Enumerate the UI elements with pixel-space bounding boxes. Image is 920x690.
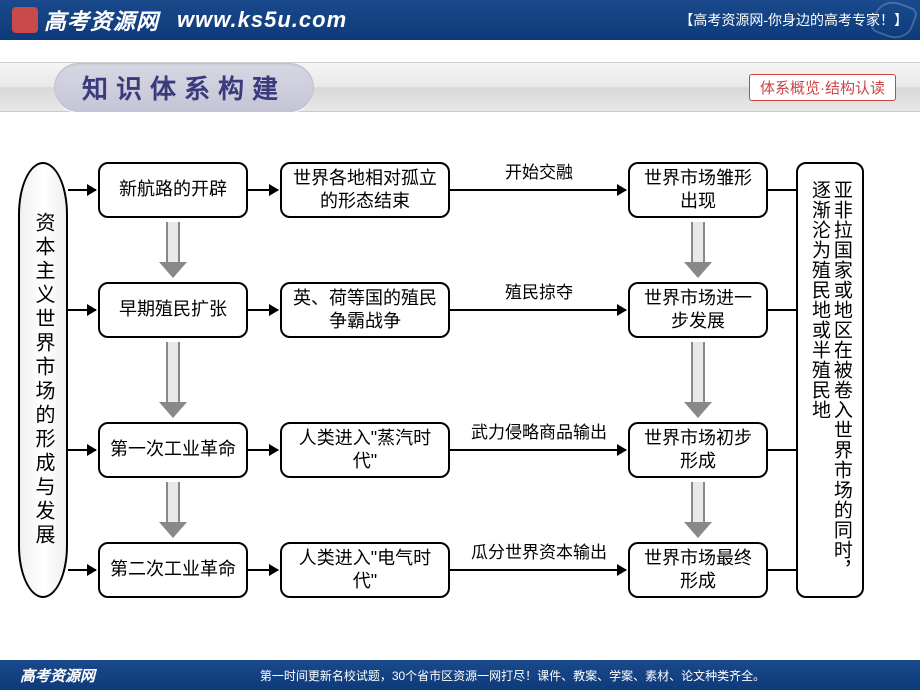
- line-c-right-3: [768, 569, 796, 571]
- site-url: www.ks5u.com: [177, 7, 347, 33]
- section-badge: 体系概览·结构认读: [749, 74, 896, 101]
- arrow-a-b-0: [248, 189, 278, 191]
- v-arrow-c-1: [688, 342, 708, 418]
- v-arrow-a-2: [163, 482, 183, 538]
- header: 高考资源网 www.ks5u.com 【高考资源网-你身边的高考专家！】: [0, 0, 920, 40]
- header-decoration: [869, 0, 919, 44]
- footer-text: 第一时间更新名校试题，30个省市区资源一网打尽！课件、教案、学案、素材、论文种类…: [125, 667, 900, 684]
- arrow-b-c-2: [450, 449, 626, 451]
- node-c-1: 世界市场进一步发展: [628, 282, 768, 338]
- flowchart: 资本主义世界市场的形成与发展 亚非拉国家或地区在被卷入世界市场的同时，逐渐沦为殖民…: [18, 142, 902, 632]
- arrow-b-c-3: [450, 569, 626, 571]
- node-a-2: 第一次工业革命: [98, 422, 248, 478]
- node-c-0: 世界市场雏形出现: [628, 162, 768, 218]
- section-title: 知识体系构建: [54, 63, 314, 112]
- node-a-0: 新航路的开辟: [98, 162, 248, 218]
- right-panel: 亚非拉国家或地区在被卷入世界市场的同时，逐渐沦为殖民地或半殖民地: [796, 162, 864, 598]
- node-a-3: 第二次工业革命: [98, 542, 248, 598]
- arrow-root-a-1: [68, 309, 96, 311]
- arrow-a-b-2: [248, 449, 278, 451]
- node-a-1: 早期殖民扩张: [98, 282, 248, 338]
- footer: 高考资源网 第一时间更新名校试题，30个省市区资源一网打尽！课件、教案、学案、素…: [0, 660, 920, 690]
- edge-label-0: 开始交融: [450, 158, 628, 183]
- logo-text: 高考资源网: [44, 4, 159, 36]
- footer-logo: 高考资源网: [20, 665, 95, 686]
- node-b-0: 世界各地相对孤立的形态结束: [280, 162, 450, 218]
- line-c-right-1: [768, 309, 796, 311]
- edge-label-2: 武力侵略商品输出: [450, 418, 628, 443]
- arrow-root-a-2: [68, 449, 96, 451]
- logo-icon: [12, 7, 38, 33]
- arrow-b-c-1: [450, 309, 626, 311]
- arrow-a-b-1: [248, 309, 278, 311]
- node-b-2: 人类进入"蒸汽时代": [280, 422, 450, 478]
- section-title-bar: 知识体系构建 体系概览·结构认读: [0, 62, 920, 112]
- node-c-2: 世界市场初步形成: [628, 422, 768, 478]
- line-c-right-0: [768, 189, 796, 191]
- root-node: 资本主义世界市场的形成与发展: [18, 162, 68, 598]
- arrow-a-b-3: [248, 569, 278, 571]
- v-arrow-a-0: [163, 222, 183, 278]
- node-c-3: 世界市场最终形成: [628, 542, 768, 598]
- line-c-right-2: [768, 449, 796, 451]
- edge-label-1: 殖民掠夺: [450, 278, 628, 303]
- node-b-3: 人类进入"电气时代": [280, 542, 450, 598]
- v-arrow-c-2: [688, 482, 708, 538]
- v-arrow-a-1: [163, 342, 183, 418]
- arrow-root-a-3: [68, 569, 96, 571]
- arrow-root-a-0: [68, 189, 96, 191]
- v-arrow-c-0: [688, 222, 708, 278]
- logo: 高考资源网: [12, 4, 159, 36]
- node-b-1: 英、荷等国的殖民争霸战争: [280, 282, 450, 338]
- edge-label-3: 瓜分世界资本输出: [450, 538, 628, 563]
- arrow-b-c-0: [450, 189, 626, 191]
